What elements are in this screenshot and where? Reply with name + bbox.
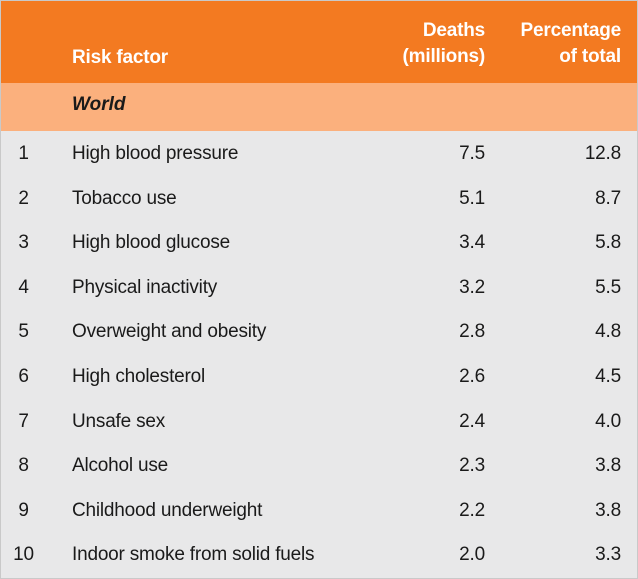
table-row: 7 Unsafe sex 2.4 4.0	[1, 399, 637, 444]
row-rank: 5	[18, 321, 29, 343]
row-rank: 8	[18, 455, 29, 477]
table-row: 1 High blood pressure 7.5 12.8	[1, 131, 637, 176]
row-percentage: 3.8	[595, 499, 621, 521]
table-row: 9 Childhood underweight 2.2 3.8	[1, 488, 637, 533]
row-percentage: 3.8	[595, 455, 621, 477]
row-risk-factor: Childhood underweight	[72, 499, 263, 521]
row-risk-factor: Unsafe sex	[72, 410, 166, 432]
header-percentage: Percentage of total	[520, 18, 622, 70]
table-row: 4 Physical inactivity 3.2 5.5	[1, 265, 637, 310]
table-row: 10 Indoor smoke from solid fuels 2.0 3.3	[1, 532, 637, 577]
table-row: 2 Tobacco use 5.1 8.7	[1, 176, 637, 221]
row-rank: 7	[18, 410, 29, 432]
row-risk-factor: High blood glucose	[72, 232, 231, 254]
row-rank: 9	[18, 499, 29, 521]
row-percentage: 4.0	[595, 410, 621, 432]
row-risk-factor: High cholesterol	[72, 365, 206, 387]
row-rank: 3	[18, 232, 29, 254]
row-risk-factor: Indoor smoke from solid fuels	[72, 544, 315, 566]
row-deaths: 2.0	[459, 544, 485, 566]
row-rank: 6	[18, 365, 29, 387]
row-percentage: 5.8	[595, 232, 621, 254]
row-deaths: 2.6	[459, 365, 485, 387]
table-row: 6 High cholesterol 2.6 4.5	[1, 354, 637, 399]
header-pct-line1: Percentage	[520, 20, 622, 41]
header-deaths-line1: Deaths	[422, 20, 485, 41]
header-risk-factor: Risk factor	[72, 47, 169, 68]
row-risk-factor: High blood pressure	[72, 143, 239, 164]
table-body: 1 High blood pressure 7.5 12.8 2 Tobacco…	[1, 131, 637, 577]
row-deaths: 3.2	[459, 276, 485, 298]
row-deaths: 2.2	[459, 499, 485, 521]
region-label: World	[72, 94, 126, 115]
row-rank: 1	[18, 143, 29, 164]
row-deaths: 2.8	[459, 321, 485, 343]
row-rank: 4	[18, 276, 29, 298]
row-deaths: 5.1	[459, 187, 485, 209]
row-risk-factor: Alcohol use	[72, 455, 169, 477]
region-band: World	[1, 83, 637, 131]
header-deaths: Deaths (millions)	[402, 18, 486, 70]
table-row: 5 Overweight and obesity 2.8 4.8	[1, 309, 637, 354]
row-percentage: 5.5	[595, 276, 621, 298]
row-deaths: 3.4	[459, 232, 485, 254]
row-rank: 2	[18, 187, 29, 209]
row-percentage: 3.3	[595, 544, 621, 566]
row-percentage: 4.5	[595, 365, 621, 387]
row-risk-factor: Physical inactivity	[72, 276, 218, 298]
row-risk-factor: Tobacco use	[72, 187, 177, 209]
row-risk-factor: Overweight and obesity	[72, 321, 267, 343]
table-row: 3 High blood glucose 3.4 5.8	[1, 220, 637, 265]
row-percentage: 8.7	[595, 187, 621, 209]
row-deaths: 2.4	[459, 410, 485, 432]
row-rank: 10	[13, 544, 34, 566]
row-percentage: 12.8	[584, 143, 621, 164]
row-deaths: 7.5	[459, 143, 485, 164]
table-row: 8 Alcohol use 2.3 3.8	[1, 443, 637, 488]
table-header: Risk factor Deaths (millions) Percentage…	[1, 1, 637, 83]
header-pct-line2: of total	[559, 46, 621, 67]
row-percentage: 4.8	[595, 321, 621, 343]
row-deaths: 2.3	[459, 455, 485, 477]
header-deaths-line2: (millions)	[402, 46, 486, 67]
